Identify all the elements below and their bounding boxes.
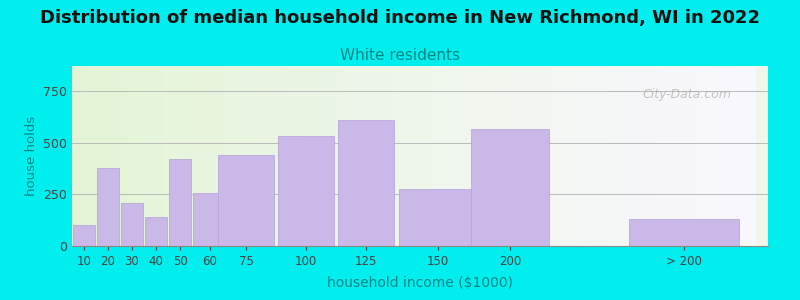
Bar [471, 129, 549, 246]
Bar [278, 136, 334, 246]
Bar [194, 193, 226, 246]
Text: City-Data.com: City-Data.com [642, 88, 731, 100]
Bar [145, 217, 167, 246]
Bar [97, 168, 119, 246]
Bar [218, 155, 274, 246]
Bar [338, 120, 394, 246]
Y-axis label: house holds: house holds [25, 116, 38, 196]
Bar [121, 202, 143, 246]
Bar [73, 225, 95, 246]
Bar [629, 219, 739, 246]
Bar [399, 189, 477, 246]
X-axis label: household income ($1000): household income ($1000) [327, 276, 513, 290]
Text: Distribution of median household income in New Richmond, WI in 2022: Distribution of median household income … [40, 9, 760, 27]
Bar [169, 159, 191, 246]
Text: White residents: White residents [340, 48, 460, 63]
